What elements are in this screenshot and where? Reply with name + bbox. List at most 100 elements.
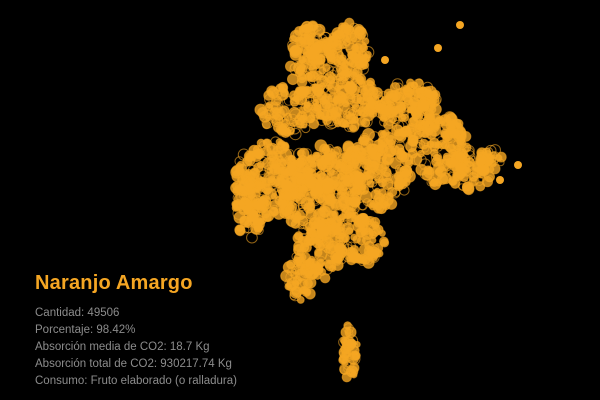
tree-point: [317, 172, 329, 184]
tree-point: [410, 153, 423, 166]
tree-point: [332, 106, 343, 118]
tree-point: [257, 106, 269, 119]
tree-point: [347, 188, 357, 197]
tree-point: [330, 146, 341, 156]
tree-point: [355, 73, 367, 85]
tree-point: [312, 25, 325, 38]
tree-point: [296, 295, 305, 304]
tree-point: [381, 56, 389, 64]
tree-point: [455, 152, 466, 163]
tree-point: [348, 157, 362, 171]
tree-point: [323, 165, 335, 178]
tree-point: [292, 95, 300, 103]
tree-point: [298, 114, 308, 124]
tree-point: [341, 348, 352, 359]
tree-point: [362, 198, 371, 207]
tree-point: [378, 136, 386, 145]
tree-point: [440, 140, 450, 150]
tree-point: [359, 114, 373, 128]
tree-point: [296, 192, 304, 200]
tree-point: [417, 99, 430, 112]
tree-point: [350, 233, 358, 242]
tree-point: [481, 175, 494, 188]
tree-point: [277, 199, 287, 209]
tree-point: [310, 32, 322, 44]
tree-point: [275, 89, 288, 101]
tree-point: [316, 60, 325, 69]
tree-point: [363, 167, 372, 176]
tree-point: [403, 85, 411, 93]
tree-point: [284, 60, 297, 72]
tree-point: [324, 81, 334, 91]
tree-point: [399, 170, 412, 183]
tree-point: [304, 171, 313, 181]
tree-point: [294, 60, 303, 70]
tree-point: [374, 99, 387, 112]
tree-point: [278, 83, 289, 93]
tree-point: [496, 176, 504, 184]
tree-point: [433, 161, 445, 174]
tree-point: [410, 81, 419, 90]
tree-point: [287, 39, 298, 51]
tree-point: [253, 149, 264, 160]
tree-point: [360, 140, 372, 152]
tree-point: [314, 234, 324, 244]
tree-point: [377, 178, 388, 188]
tree-point: [514, 161, 522, 169]
tree-point: [335, 161, 346, 173]
tree-point: [299, 278, 309, 288]
tree-point: [479, 164, 489, 175]
tree-point: [290, 212, 301, 223]
tree-point: [316, 88, 324, 96]
tree-point: [288, 106, 301, 120]
tree-point: [420, 132, 432, 144]
tree-point: [330, 198, 341, 210]
tree-point: [378, 236, 389, 247]
tree-point: [262, 138, 271, 147]
tree-point: [366, 77, 376, 87]
tree-point: [369, 236, 377, 244]
tree-point: [329, 69, 337, 77]
tree-point: [300, 285, 309, 295]
tree-point: [434, 179, 443, 187]
tree-point: [292, 263, 304, 275]
tree-point: [342, 100, 350, 108]
tree-point: [292, 232, 304, 244]
tree-point: [309, 43, 322, 56]
tree-point: [297, 147, 310, 160]
tree-point: [325, 51, 336, 62]
tree-point: [365, 99, 376, 111]
tree-point: [376, 150, 386, 159]
tree-point: [324, 116, 337, 130]
tree-point: [342, 140, 355, 153]
tree-point: [298, 56, 307, 65]
tree-point: [361, 215, 370, 224]
tree-point: [347, 189, 360, 202]
tree-point: [402, 92, 413, 103]
tree-point: [255, 203, 266, 214]
tree-point: [357, 32, 366, 41]
tree-point: [325, 115, 337, 127]
tree-point: [430, 151, 443, 164]
tree-point: [280, 142, 290, 152]
tree-point: [426, 113, 435, 122]
tree-point: [282, 168, 290, 177]
tree-point: [369, 131, 380, 142]
tree-point: [429, 141, 440, 152]
tree-point: [298, 106, 306, 115]
tree-point: [289, 292, 298, 301]
tree-point: [468, 177, 478, 187]
tree-point: [424, 85, 438, 99]
tree-point: [326, 36, 339, 49]
tree-point: [495, 151, 507, 163]
tree-point: [452, 172, 461, 181]
tree-point: [319, 204, 327, 213]
tree-point: [304, 97, 318, 110]
tree-point: [390, 108, 399, 116]
tree-point: [234, 180, 248, 194]
tree-point: [423, 167, 435, 179]
tree-point: [309, 187, 319, 197]
tree-point: [280, 179, 293, 192]
tree-point: [423, 120, 435, 132]
